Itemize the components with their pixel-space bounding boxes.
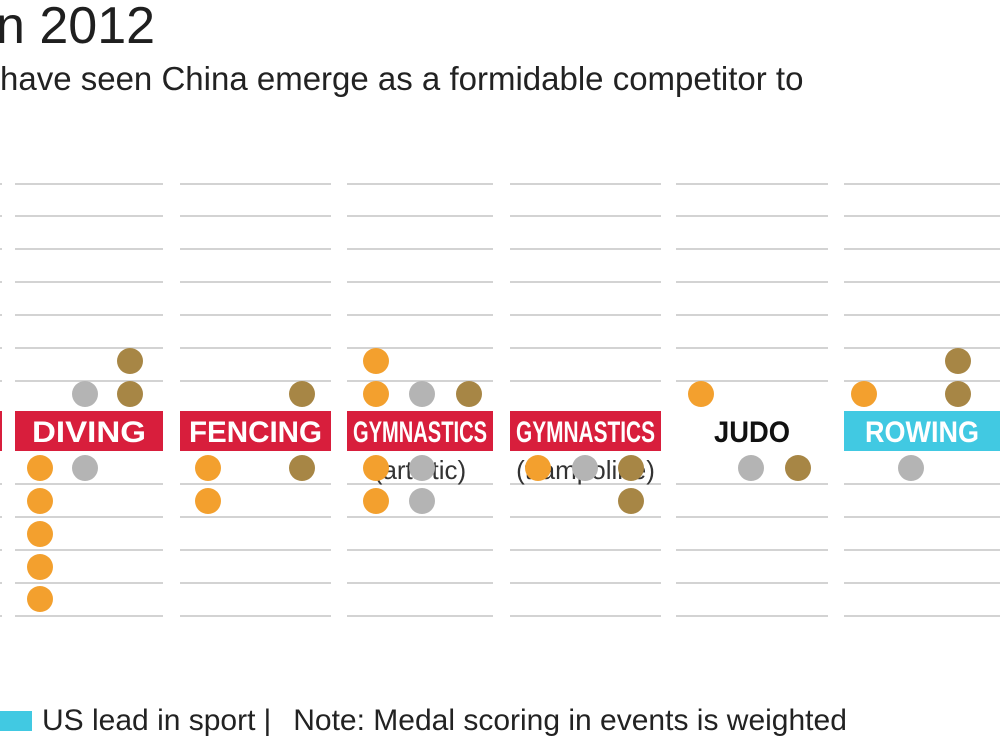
legend-separator: | (263, 704, 272, 737)
silver-medal-dot (409, 381, 435, 407)
sport-band-rowing (844, 411, 1000, 451)
chart-subtitle: have seen China emerge as a formidable c… (0, 60, 804, 97)
gold-medal-dot (195, 455, 221, 481)
bronze-medal-dot (618, 455, 644, 481)
silver-medal-dot (72, 455, 98, 481)
bronze-medal-dot (785, 455, 811, 481)
legend-footer: US lead in sport | Note: Medal scoring in … (0, 704, 847, 738)
gold-medal-dot (195, 488, 221, 514)
gold-medal-dot (27, 554, 53, 580)
gold-medal-dot (363, 488, 389, 514)
gold-medal-dot (27, 521, 53, 547)
legend-label-us-lead: US lead in sport (42, 704, 256, 737)
bronze-medal-dot (289, 381, 315, 407)
bronze-medal-dot (117, 348, 143, 374)
bronze-medal-dot (456, 381, 482, 407)
sport-band-diving (15, 411, 163, 451)
gold-medal-dot (27, 488, 53, 514)
gold-medal-dot (27, 586, 53, 612)
gold-medal-dot (525, 455, 551, 481)
gold-medal-dot (688, 381, 714, 407)
bronze-medal-dot (618, 488, 644, 514)
silver-medal-dot (572, 455, 598, 481)
sport-label-gymnastics-trampoline: GYMNASTICS (516, 416, 655, 449)
sport-band-gymnastics-trampoline (510, 411, 661, 451)
sport-label-judo: JUDO (714, 416, 790, 449)
silver-medal-dot (738, 455, 764, 481)
sport-label-rowing: ROWING (865, 416, 979, 449)
medal-dot-chart: DIVINGFENCINGGYMNASTICS(artistic)GYMNAST… (0, 183, 1000, 617)
gold-medal-dot (363, 381, 389, 407)
silver-medal-dot (409, 455, 435, 481)
bronze-medal-dot (945, 381, 971, 407)
gold-medal-dot (27, 455, 53, 481)
footer-note: Note: Medal scoring in events is weighte… (293, 704, 847, 737)
gold-medal-dot (851, 381, 877, 407)
sport-band-gymnastics-artistic (347, 411, 493, 451)
sport-band-partial (0, 411, 2, 451)
sport-label-fencing: FENCING (189, 416, 322, 449)
gold-medal-dot (363, 455, 389, 481)
chart-title: n 2012 (0, 0, 156, 55)
sport-band-fencing (180, 411, 331, 451)
sport-label-gymnastics-artistic: GYMNASTICS (353, 416, 487, 449)
silver-medal-dot (72, 381, 98, 407)
bronze-medal-dot (945, 348, 971, 374)
bronze-medal-dot (289, 455, 315, 481)
silver-medal-dot (409, 488, 435, 514)
gold-medal-dot (363, 348, 389, 374)
silver-medal-dot (898, 455, 924, 481)
sport-label-diving: DIVING (32, 416, 146, 449)
bronze-medal-dot (117, 381, 143, 407)
us-lead-swatch (0, 711, 32, 731)
